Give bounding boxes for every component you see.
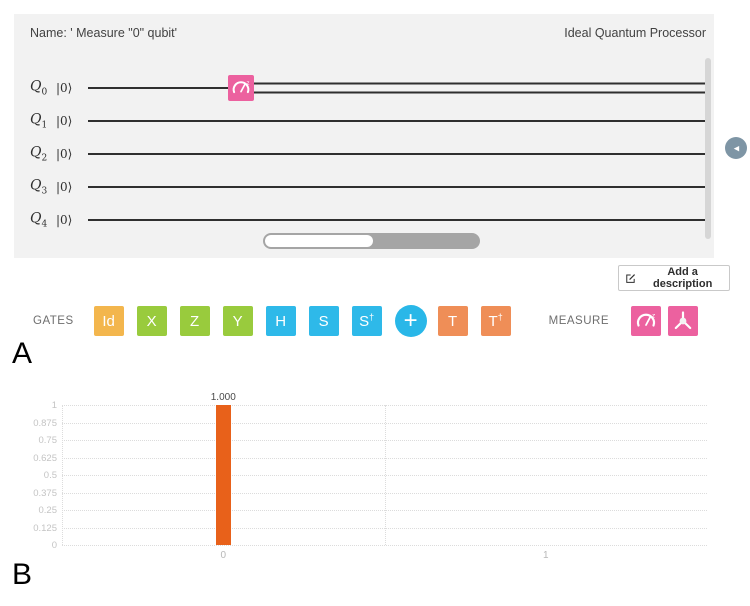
measure-section-label: MEASURE bbox=[548, 315, 610, 327]
gate-t[interactable]: T bbox=[437, 306, 468, 336]
qubit-ket-2: |0⟩ bbox=[56, 147, 73, 161]
qubit-row-3: Q3 |0⟩ bbox=[14, 174, 714, 200]
horizontal-scrollbar[interactable] bbox=[263, 233, 480, 249]
qubit-label-q4: Q4 bbox=[30, 210, 48, 230]
qubit-label-q1: Q1 bbox=[30, 111, 48, 131]
circuit-composer-panel: Name: ' Measure "0" qubit' Ideal Quantum… bbox=[14, 14, 714, 258]
gate-x[interactable]: X bbox=[136, 306, 167, 336]
gate-h[interactable]: H bbox=[265, 306, 296, 336]
add-description-label: Add a description bbox=[653, 266, 713, 290]
gate-id[interactable]: Id bbox=[93, 306, 124, 336]
gates-section-label: GATES bbox=[33, 315, 74, 327]
gate-s-dagger[interactable]: S † bbox=[351, 306, 382, 336]
add-description-button[interactable]: Add a description bbox=[618, 265, 730, 291]
y-axis-tick-label: 0.5 bbox=[43, 470, 57, 481]
y-axis-tick-label: 1 bbox=[51, 400, 57, 411]
measure-bloch-tool[interactable] bbox=[668, 306, 699, 336]
collapse-panel-button[interactable]: ◀ bbox=[725, 137, 747, 159]
quantum-wire bbox=[88, 219, 705, 221]
gate-s[interactable]: S bbox=[308, 306, 339, 336]
edit-pencil-icon bbox=[626, 273, 636, 283]
qubit-label-q0: Q0 bbox=[30, 78, 48, 98]
measure-z-icon: z bbox=[232, 81, 250, 94]
qubit-ket-0: |0⟩ bbox=[56, 81, 73, 95]
qubit-ket-1: |0⟩ bbox=[56, 114, 73, 128]
probability-bar bbox=[215, 405, 231, 545]
svg-text:z: z bbox=[652, 313, 655, 320]
qubit-row-2: Q2 |0⟩ bbox=[14, 141, 714, 167]
qubit-row-0: Q0 |0⟩ z bbox=[14, 75, 714, 101]
y-axis-tick-label: 0.125 bbox=[33, 522, 57, 534]
y-axis-tick-label: 0.875 bbox=[33, 417, 57, 429]
figure-label-b: B bbox=[12, 558, 33, 591]
processor-label: Ideal Quantum Processor bbox=[564, 26, 706, 40]
y-axis-tick-label: 0.375 bbox=[33, 487, 57, 499]
qubit-ket-3: |0⟩ bbox=[56, 180, 73, 194]
quantum-wire bbox=[88, 120, 705, 122]
x-axis-tick-label: 0 bbox=[220, 550, 227, 561]
quantum-wire bbox=[88, 186, 705, 188]
y-axis-tick-label: 0 bbox=[51, 540, 57, 551]
figure-label-a: A bbox=[12, 337, 33, 370]
horizontal-gridline bbox=[62, 545, 707, 546]
gate-y[interactable]: Y bbox=[222, 306, 253, 336]
gate-z[interactable]: Z bbox=[179, 306, 210, 336]
qubit-row-4: Q4 |0⟩ bbox=[14, 207, 714, 233]
qubit-row-1: Q1 |0⟩ bbox=[14, 108, 714, 134]
y-axis-tick-label: 0.25 bbox=[38, 505, 58, 516]
gate-palette: GATES Id X Z Y H S S † + T T † MEASURE z bbox=[33, 304, 705, 338]
circuit-name: Name: ' Measure "0" qubit' bbox=[30, 26, 178, 40]
qubit-label-q3: Q3 bbox=[30, 177, 48, 197]
measure-gate[interactable]: z bbox=[228, 75, 254, 101]
gate-t-dagger[interactable]: T † bbox=[480, 306, 511, 336]
panel-header: Name: ' Measure "0" qubit' Ideal Quantum… bbox=[30, 26, 706, 40]
results-bar-chart: 1 0.875 0.75 0.625 0.5 0.375 0.25 0.125 0 1.000 0 1 bbox=[0, 388, 750, 573]
qubit-ket-4: |0⟩ bbox=[56, 213, 73, 227]
vertical-gridline bbox=[384, 405, 386, 545]
qubit-label-q2: Q2 bbox=[30, 144, 48, 164]
chevron-left-icon: ◀ bbox=[733, 143, 739, 152]
quantum-wire bbox=[88, 153, 705, 155]
y-axis-tick-label: 0.625 bbox=[33, 452, 57, 464]
quantum-wire bbox=[88, 87, 228, 89]
horizontal-scrollbar-thumb[interactable] bbox=[265, 235, 373, 247]
vertical-gridline bbox=[62, 405, 63, 545]
measure-z-tool[interactable]: z bbox=[631, 306, 662, 336]
y-axis-tick-label: 0.75 bbox=[38, 435, 58, 446]
x-axis-tick-label: 1 bbox=[542, 550, 549, 561]
bloch-sphere-icon bbox=[674, 311, 692, 330]
svg-text:z: z bbox=[247, 81, 250, 87]
classical-wire bbox=[254, 82, 705, 94]
measure-z-icon: z bbox=[636, 313, 655, 327]
gate-cnot-plus[interactable]: + bbox=[394, 305, 427, 337]
bar-value-label: 1.000 bbox=[210, 392, 236, 403]
vertical-scrollbar[interactable] bbox=[705, 58, 711, 239]
